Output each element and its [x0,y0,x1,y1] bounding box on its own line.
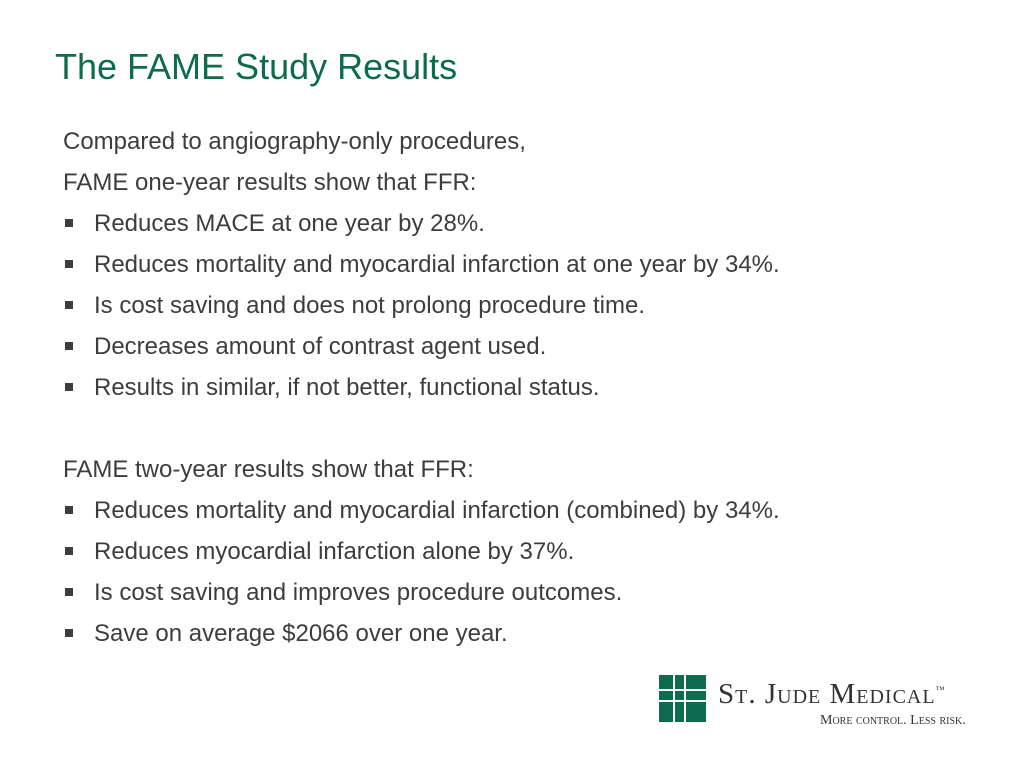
bullet-text: Is cost saving and improves procedure ou… [94,579,623,606]
slide-title: The FAME Study Results [55,46,458,87]
square-bullet-icon [65,588,73,596]
one-year-bullet: Is cost saving and does not prolong proc… [63,285,963,326]
square-bullet-icon [65,260,73,268]
two-year-bullet: Reduces myocardial infarction alone by 3… [63,531,963,572]
logo-wordmark: St. Jude Medical™ [718,678,946,710]
two-year-bullet: Is cost saving and improves procedure ou… [63,572,963,613]
bullet-text: Results in similar, if not better, funct… [94,374,600,401]
square-bullet-icon [65,629,73,637]
square-bullet-icon [65,506,73,514]
section-spacer [63,408,963,449]
one-year-bullet: Reduces MACE at one year by 28%. [63,203,963,244]
two-year-bullet: Save on average $2066 over one year. [63,613,963,654]
bullet-text: Decreases amount of contrast agent used. [94,333,547,360]
one-year-bullet: Reduces mortality and myocardial infarct… [63,244,963,285]
two-year-bullet: Reduces mortality and myocardial infarct… [63,490,963,531]
grid-mark-icon [659,675,706,722]
intro-line-1: Compared to angiography-only procedures, [63,128,526,155]
square-bullet-icon [65,219,73,227]
bullet-text: Reduces mortality and myocardial infarct… [94,497,780,524]
one-year-bullet: Decreases amount of contrast agent used. [63,326,963,367]
square-bullet-icon [65,547,73,555]
one-year-bullet: Results in similar, if not better, funct… [63,367,963,408]
company-logo: St. Jude Medical™ More control. Less ris… [659,675,981,728]
bullet-text: Reduces MACE at one year by 28%. [94,210,485,237]
square-bullet-icon [65,342,73,350]
intro-line-2: FAME one-year results show that FFR: [63,169,477,196]
bullet-text: Reduces myocardial infarction alone by 3… [94,538,575,565]
logo-tagline: More control. Less risk. [820,713,966,728]
bullet-text: Reduces mortality and myocardial infarct… [94,251,780,278]
square-bullet-icon [65,301,73,309]
bullet-text: Save on average $2066 over one year. [94,620,508,647]
square-bullet-icon [65,383,73,391]
slide-body: Compared to angiography-only procedures,… [63,121,963,654]
bullet-text: Is cost saving and does not prolong proc… [94,292,645,319]
two-year-heading: FAME two-year results show that FFR: [63,456,474,483]
